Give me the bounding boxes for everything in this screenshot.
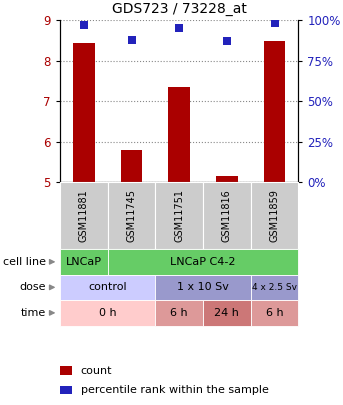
Bar <box>73 43 95 182</box>
Bar <box>121 150 142 182</box>
Point <box>224 38 230 45</box>
Bar <box>168 87 190 182</box>
Text: 1 x 10 Sv: 1 x 10 Sv <box>177 282 229 292</box>
Text: count: count <box>81 366 112 375</box>
Text: GSM11751: GSM11751 <box>174 189 184 242</box>
Point <box>129 36 134 43</box>
Point <box>177 25 182 32</box>
Text: 24 h: 24 h <box>214 308 239 318</box>
Text: 6 h: 6 h <box>170 308 188 318</box>
Text: GSM11816: GSM11816 <box>222 189 232 242</box>
Text: percentile rank within the sample: percentile rank within the sample <box>81 385 269 395</box>
Point <box>81 22 86 28</box>
Text: 0 h: 0 h <box>99 308 117 318</box>
Text: dose: dose <box>20 282 46 292</box>
Text: control: control <box>88 282 127 292</box>
Bar <box>216 176 238 182</box>
Text: cell line: cell line <box>3 257 46 267</box>
Text: GSM11745: GSM11745 <box>127 189 137 242</box>
Text: 4 x 2.5 Sv: 4 x 2.5 Sv <box>252 283 297 292</box>
Point <box>272 20 277 27</box>
Bar <box>264 40 285 182</box>
Text: GSM11859: GSM11859 <box>270 189 280 242</box>
Text: 6 h: 6 h <box>266 308 283 318</box>
Text: LNCaP: LNCaP <box>66 257 102 267</box>
Text: LNCaP C4-2: LNCaP C4-2 <box>170 257 236 267</box>
Text: time: time <box>21 308 46 318</box>
Title: GDS723 / 73228_at: GDS723 / 73228_at <box>112 2 247 17</box>
Text: GSM11881: GSM11881 <box>79 189 89 242</box>
